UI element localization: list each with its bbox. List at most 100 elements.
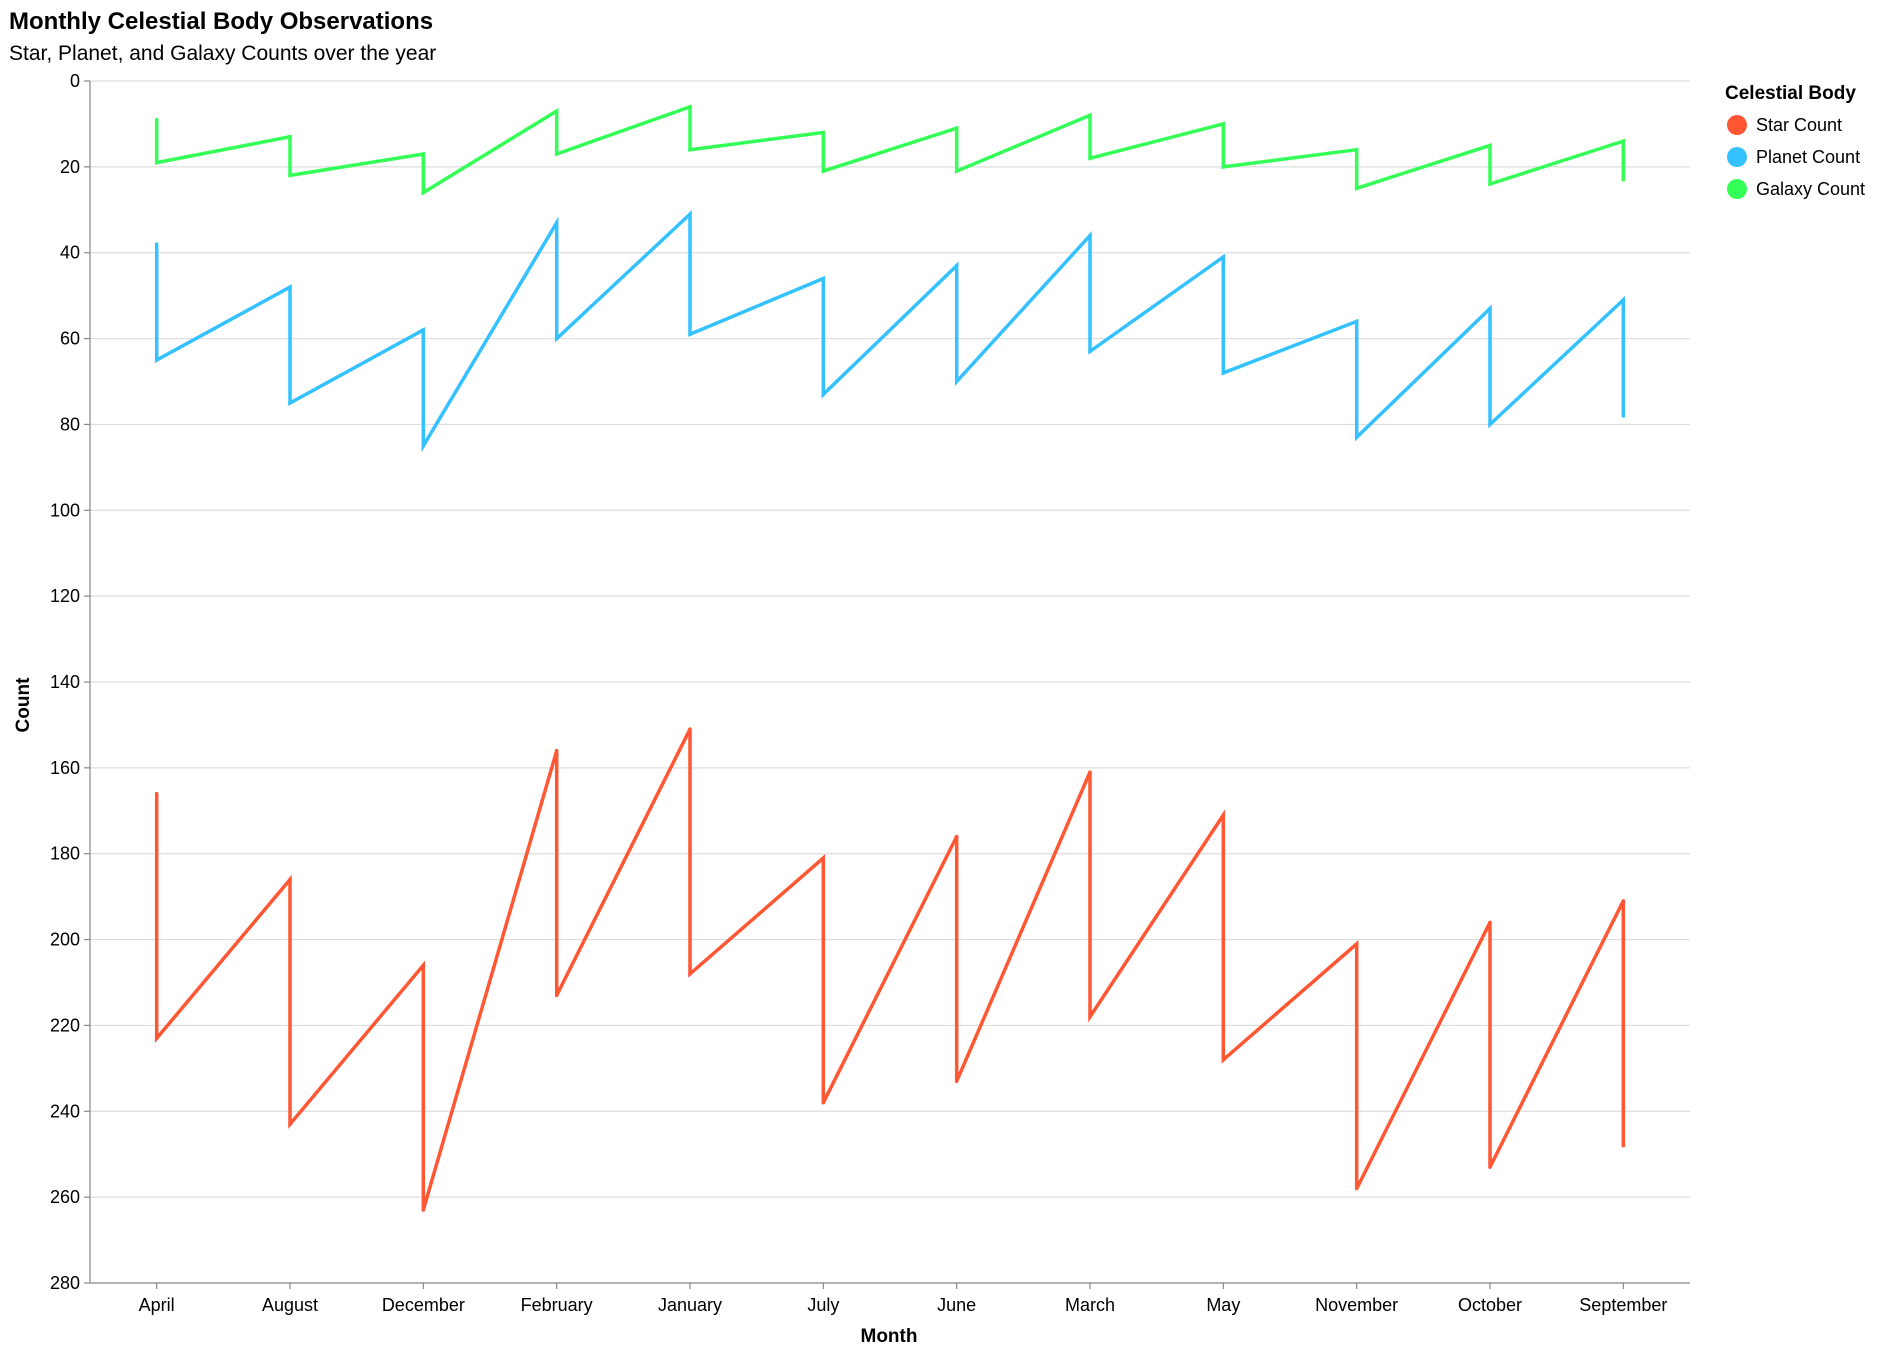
x-tick-label: November — [1315, 1295, 1398, 1315]
data-point-high — [1088, 349, 1092, 354]
data-point-low — [1088, 113, 1092, 118]
data-point-high — [688, 972, 692, 976]
data-point-high — [288, 1122, 292, 1126]
data-point-high — [1354, 186, 1359, 191]
legend-label: Galaxy Count — [1756, 179, 1865, 199]
data-point-high — [821, 392, 826, 397]
data-point-high — [554, 152, 559, 156]
data-point-high — [1488, 1165, 1492, 1169]
grid-lines — [90, 80, 1690, 1284]
series-lines — [154, 104, 1626, 1212]
axes: 0 20 40 60 80 100 120 140 160 180 200 220 240 260 280 A… — [50, 71, 1690, 1315]
data-point-low — [154, 242, 159, 246]
legend-label: Star Count — [1756, 115, 1842, 135]
y-tick-label: 180 — [50, 844, 80, 864]
data-point-low — [1088, 233, 1092, 238]
data-point-high — [1621, 414, 1626, 418]
data-point-low — [421, 963, 426, 968]
data-point-low — [688, 727, 692, 732]
data-point-high — [954, 169, 959, 173]
y-tick-label: 100 — [50, 500, 80, 520]
x-tick-label: February — [521, 1295, 593, 1315]
data-point-low — [421, 152, 426, 156]
x-tick-label: July — [807, 1295, 839, 1315]
data-point-high — [1621, 177, 1626, 182]
data-point-low — [554, 220, 559, 225]
data-point-high — [288, 173, 292, 178]
data-point-high — [1354, 435, 1359, 440]
data-point-high — [1221, 165, 1226, 169]
data-point-low — [1488, 920, 1492, 925]
y-tick-label: 200 — [50, 930, 80, 950]
y-tick-label: 260 — [50, 1187, 80, 1207]
data-point-high — [1488, 182, 1492, 186]
data-point-low — [1221, 255, 1226, 259]
y-tick-label: 60 — [60, 329, 80, 349]
data-point-high — [1088, 156, 1092, 161]
data-point-high — [954, 1079, 959, 1084]
data-point-low — [1488, 143, 1492, 148]
chart-title: Monthly Celestial Body Observations — [9, 8, 433, 35]
data-point-low — [954, 126, 959, 131]
data-point-low — [821, 276, 826, 281]
data-point-high — [1488, 422, 1492, 427]
series-line-planet-count — [154, 210, 1626, 453]
data-point-low — [154, 791, 159, 796]
data-point-high — [1621, 1143, 1626, 1148]
data-point-high — [421, 1208, 426, 1212]
x-tick-label: August — [262, 1295, 318, 1315]
x-tick-label: May — [1206, 1295, 1240, 1315]
data-point-low — [1088, 770, 1092, 774]
data-point-high — [421, 190, 426, 195]
legend: Celestial Body Star Count Planet Count Gal… — [1725, 83, 1865, 199]
data-point-low — [821, 130, 826, 135]
data-point-high — [154, 358, 159, 362]
chart-subtitle: Star, Planet, and Galaxy Counts over the… — [9, 42, 436, 65]
legend-symbol — [1727, 115, 1747, 135]
data-point-low — [954, 834, 959, 839]
x-tick-label: December — [382, 1295, 465, 1315]
data-point-low — [954, 263, 959, 268]
data-point-low — [554, 109, 559, 113]
y-tick-label: 220 — [50, 1015, 80, 1035]
y-axis-title: Count — [13, 677, 34, 733]
y-tick-label: 0 — [70, 71, 80, 91]
data-point-low — [1621, 899, 1626, 903]
legend-symbol — [1727, 147, 1747, 167]
y-tick-label: 120 — [50, 586, 80, 606]
data-point-low — [1221, 122, 1226, 126]
data-point-low — [1621, 139, 1626, 143]
data-point-high — [954, 379, 959, 384]
x-tick-label: January — [658, 1295, 722, 1315]
y-tick-label: 140 — [50, 672, 80, 692]
data-point-high — [154, 160, 159, 165]
x-tick-label: April — [139, 1295, 175, 1315]
x-tick-label: October — [1458, 1295, 1522, 1315]
y-tick-label: 240 — [50, 1101, 80, 1121]
data-point-low — [1488, 306, 1492, 311]
x-axis-title: Month — [861, 1326, 918, 1347]
x-tick-label: June — [937, 1295, 976, 1315]
series-line-galaxy-count — [154, 104, 1626, 196]
data-point-high — [554, 336, 559, 341]
data-point-low — [1621, 298, 1626, 302]
y-tick-label: 40 — [60, 243, 80, 263]
x-tick-label: September — [1579, 1295, 1667, 1315]
data-point-low — [421, 328, 426, 332]
data-point-low — [288, 877, 292, 882]
data-point-high — [421, 444, 426, 448]
data-point-high — [1221, 1057, 1226, 1062]
data-point-low — [554, 748, 559, 753]
data-point-high — [688, 147, 692, 152]
y-tick-label: 80 — [60, 414, 80, 434]
data-point-low — [1354, 319, 1359, 324]
data-point-high — [1354, 1186, 1359, 1191]
data-point-low — [288, 285, 292, 289]
data-point-high — [1088, 1015, 1092, 1019]
data-point-low — [1221, 813, 1226, 817]
data-point-low — [688, 212, 692, 216]
data-point-high — [821, 1100, 826, 1105]
data-point-low — [288, 135, 292, 139]
